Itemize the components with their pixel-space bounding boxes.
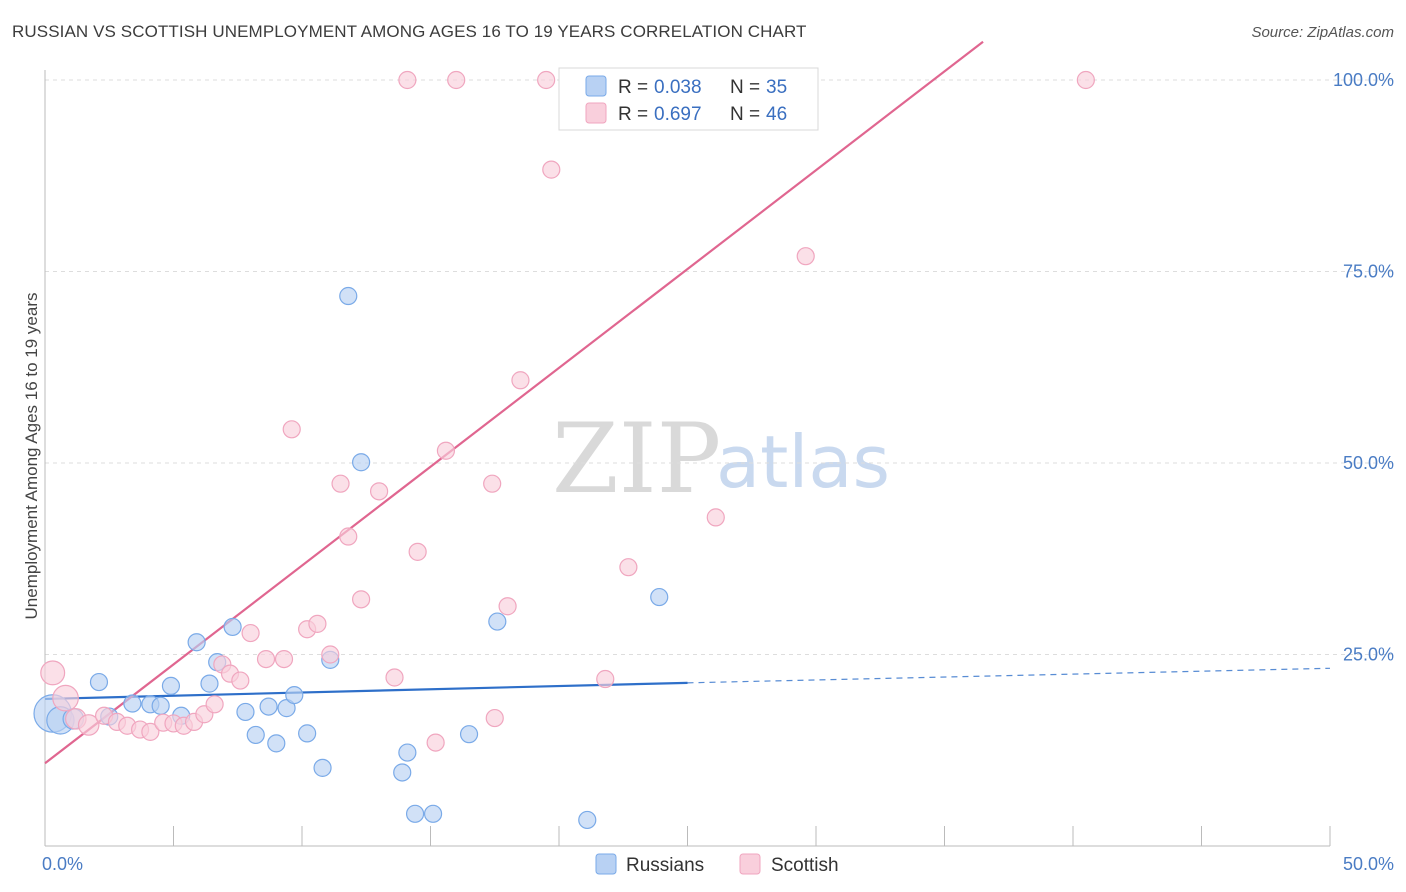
- tick-labels: 25.0% 50.0% 75.0% 100.0% 0.0% 50.0%: [42, 70, 1394, 874]
- scottish-series-swatch: [739, 853, 761, 875]
- x-tick-label: 50.0%: [1343, 854, 1394, 874]
- russians-point: [187, 633, 206, 652]
- scottish-point: [40, 660, 66, 686]
- scottish-point: [370, 482, 389, 501]
- scottish-point: [485, 708, 504, 728]
- russians-series-label: Russians: [626, 855, 704, 876]
- russians-point: [223, 617, 242, 637]
- scottish-legend-swatch: [585, 102, 607, 124]
- scottish-n-label: N =: [730, 104, 760, 125]
- scottish-point: [706, 508, 725, 527]
- russians-series-swatch: [595, 853, 617, 875]
- russians-point: [161, 676, 181, 696]
- y-tick-label: 100.0%: [1333, 70, 1394, 90]
- series-legend: Russians Scottish: [595, 853, 839, 876]
- scottish-point: [447, 70, 466, 90]
- scottish-point: [241, 623, 260, 643]
- scottish-point: [436, 441, 456, 460]
- scottish-point: [231, 671, 250, 690]
- scottish-point: [141, 722, 160, 741]
- russians-point: [246, 725, 265, 745]
- russians-point: [398, 743, 417, 762]
- russians-point: [123, 694, 142, 713]
- scottish-point: [1076, 70, 1095, 90]
- russians-r-label: R =: [618, 77, 648, 98]
- russians-point: [650, 587, 669, 607]
- russians-point: [267, 734, 286, 753]
- russians-point: [285, 685, 304, 705]
- scottish-r-label: R =: [618, 104, 648, 125]
- watermark-atlas: atlas: [716, 420, 890, 504]
- russians-point: [578, 810, 597, 830]
- russians-point: [151, 696, 170, 715]
- russians-trend-extension: [687, 667, 1331, 684]
- scottish-point: [256, 649, 276, 669]
- scottish-point: [77, 714, 100, 736]
- scottish-point: [274, 649, 294, 669]
- russians-point: [200, 674, 219, 693]
- russians-point: [488, 612, 507, 631]
- russians-point: [339, 286, 358, 306]
- y-tick-label: 25.0%: [1343, 645, 1394, 665]
- scottish-point: [385, 668, 404, 687]
- y-axis-label: Unemployment Among Ages 16 to 19 years: [22, 293, 41, 620]
- russians-trend-line: [44, 681, 688, 701]
- russians-point: [459, 725, 479, 744]
- scottish-point: [52, 684, 79, 712]
- scottish-point: [596, 669, 615, 689]
- scottish-point: [205, 695, 224, 714]
- scottish-r-value: 0.697: [654, 104, 702, 125]
- russians-n-value: 35: [766, 77, 787, 98]
- russians-legend-swatch: [585, 75, 607, 97]
- scottish-point: [339, 527, 358, 546]
- russians-n-label: N =: [730, 77, 760, 98]
- scottish-n-value: 46: [766, 104, 787, 125]
- scottish-point: [511, 371, 530, 390]
- watermark-zip: ZIP: [552, 403, 721, 515]
- russians-point: [298, 724, 317, 743]
- scottish-point: [619, 558, 638, 577]
- scottish-trend-line: [44, 40, 984, 765]
- russians-point: [352, 453, 371, 472]
- russians-point: [89, 672, 109, 692]
- russians-point: [259, 697, 278, 716]
- russians-point: [393, 763, 412, 782]
- scottish-point: [796, 247, 815, 266]
- russians-point: [423, 804, 443, 823]
- grid-lines: [45, 79, 1394, 655]
- y-tick-label: 75.0%: [1343, 262, 1394, 282]
- scottish-point: [483, 474, 502, 493]
- chart-source: Source: ZipAtlas.com: [1251, 24, 1394, 41]
- russians-point: [313, 758, 332, 777]
- russians-point: [236, 702, 255, 722]
- data-points: [33, 70, 1095, 830]
- scottish-point: [537, 70, 556, 90]
- scottish-point: [408, 542, 427, 561]
- scottish-point: [352, 590, 371, 609]
- scottish-point: [426, 733, 445, 752]
- scottish-point: [321, 645, 340, 664]
- scottish-series-label: Scottish: [771, 855, 839, 876]
- scottish-point: [308, 614, 327, 633]
- scottish-point: [282, 420, 301, 439]
- scottish-point: [498, 597, 517, 616]
- stats-legend: R = 0.038 N = 35 R = 0.697 N = 46: [558, 67, 819, 131]
- russians-point: [405, 804, 425, 823]
- x-tick-label: 0.0%: [42, 854, 83, 874]
- scottish-point: [398, 70, 417, 90]
- y-tick-label: 50.0%: [1343, 453, 1394, 473]
- scottish-point: [331, 474, 350, 493]
- scottish-point: [542, 160, 561, 179]
- chart-title: RUSSIAN VS SCOTTISH UNEMPLOYMENT AMONG A…: [12, 22, 807, 41]
- russians-r-value: 0.038: [654, 77, 702, 98]
